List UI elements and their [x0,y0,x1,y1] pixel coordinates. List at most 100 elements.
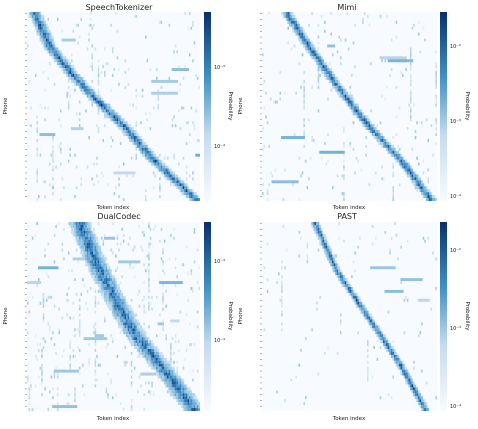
heatmap-cell [435,198,437,201]
heatmap-cell [80,85,83,89]
heatmap-cell [317,56,320,60]
heatmap-cell [298,198,301,201]
heatmap-cell [300,32,302,36]
heatmap-cell [77,82,79,86]
heatmap-cell [72,316,75,320]
heatmap-cell [406,174,409,178]
heatmap-cell [339,313,342,317]
heatmap-cell [61,65,64,69]
heatmap-cell [373,319,375,323]
heatmap-cell [86,245,89,249]
heatmap-cell [165,177,167,181]
heatmap-cell [422,26,425,30]
heatmap-cell [39,32,42,36]
heatmap-cell [319,56,321,60]
heatmap-cell [111,284,114,287]
heatmap-cell [130,319,133,323]
heatmap-cell [148,269,150,273]
heatmap-cell [311,56,313,60]
heatmap-cell [78,74,81,77]
heatmap-cell [67,103,70,107]
heatmap-cell [85,222,87,225]
heatmap-cell [148,357,150,361]
heatmap-cell [82,222,84,225]
heatmap-cell [308,23,310,27]
heatmap-cell [327,257,329,261]
heatmap-cell [143,408,145,411]
heatmap-cell [269,171,272,175]
heatmap-cell [97,248,100,252]
heatmap-cell [301,26,304,30]
heatmap-cell [152,346,155,349]
heatmap-cell [414,174,417,178]
heatmap-cell [304,396,307,400]
heatmap-cell [132,133,134,137]
heatmap-cell [295,32,297,36]
heatmap-cell [430,124,433,128]
heatmap-cell [34,384,37,388]
heatmap-cell [188,53,191,57]
heatmap-cell [118,322,120,326]
heatmap-cell [36,20,39,24]
heatmap-cell [330,76,332,80]
heatmap-cell [289,12,291,15]
heatmap-cell [170,348,172,352]
heatmap-cell [53,343,56,347]
heatmap-cell [409,91,412,95]
heatmap-cell [67,159,70,163]
heatmap-cell [146,360,149,364]
heatmap-cell [140,141,142,145]
heatmap-cell [405,68,407,72]
heatmap-cell [33,23,35,27]
heatmap-cell [104,47,106,51]
heatmap-cell [144,351,147,355]
heatmap-cell [146,150,149,154]
heatmap-cell [141,147,144,151]
heatmap-cell [290,23,293,27]
heatmap-cell [122,162,125,166]
heatmap-cell [421,192,423,196]
heatmap-cell [343,284,345,287]
heatmap-cell [311,50,313,54]
heatmap-cell [376,133,379,137]
heatmap-cell [196,405,199,409]
heatmap-cell [44,29,46,33]
heatmap-cell [148,337,150,341]
heatmap-cell [409,112,412,116]
heatmap-cell [292,12,294,15]
heatmap-cell [86,224,89,228]
heatmap-cell [376,138,379,142]
heatmap-cell [354,112,356,116]
heatmap-cell [162,248,164,252]
heatmap-cell [308,118,310,122]
heatmap-cell [398,162,401,166]
heatmap-cell [306,242,309,246]
heatmap-cell [99,245,101,249]
heatmap-cell [373,124,375,128]
heatmap-cell [182,393,185,397]
heatmap-cell [368,316,371,320]
heatmap-cell [97,239,100,243]
heatmap-cell [130,369,133,373]
heatmap-cell [148,360,150,364]
heatmap-cell [149,348,152,352]
heatmap-cell [119,141,122,145]
heatmap-cell [116,304,119,308]
heatmap-cell [93,331,95,335]
heatmap-cell [113,115,116,119]
heatmap-cell [129,236,131,240]
heatmap-cells [262,12,437,201]
heatmap-cell [343,97,345,101]
heatmap-cell [409,174,412,178]
heatmap-cell [138,375,141,379]
heatmap-cell [314,224,317,228]
heatmap-cell [430,307,433,311]
heatmap-cell [174,183,177,187]
heatmap-cell [99,284,101,287]
heatmap-cell [96,236,98,240]
heatmap-cell [317,224,320,228]
heatmap-cell [104,100,106,104]
heatmap-cell [148,278,150,282]
heatmap-cell [137,346,139,349]
heatmap-cell [269,97,272,101]
